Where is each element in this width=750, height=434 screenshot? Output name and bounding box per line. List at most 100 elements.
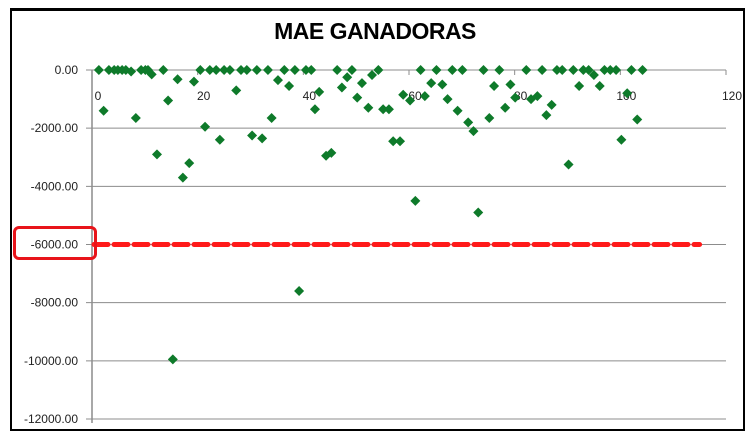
diamond-marker: [314, 86, 325, 97]
diamond-marker: [284, 80, 295, 91]
diamond-marker: [468, 126, 479, 137]
y-tick-label: 0.00: [55, 63, 79, 77]
diamond-marker: [266, 112, 277, 123]
diamond-marker: [235, 65, 246, 75]
diamond-marker: [551, 65, 562, 75]
diamond-marker: [336, 82, 347, 93]
diamond-marker: [405, 95, 416, 106]
y-tick-label: -12000.00: [24, 412, 78, 426]
diamond-marker: [494, 65, 505, 75]
diamond-marker: [546, 99, 557, 110]
diamond-marker: [457, 65, 468, 75]
diamond-marker: [146, 69, 157, 80]
diamond-marker: [383, 104, 394, 115]
diamond-marker: [294, 286, 305, 297]
gridlines: [86, 127, 726, 420]
diamond-marker: [326, 147, 337, 158]
diamond-marker: [415, 65, 426, 75]
diamond-marker: [599, 65, 610, 75]
diamond-marker: [578, 65, 589, 75]
diamond-marker: [489, 80, 500, 91]
diamond-marker: [130, 112, 141, 123]
diamond-marker: [93, 65, 104, 75]
diamond-marker: [167, 354, 178, 365]
diamond-marker: [373, 65, 384, 75]
diamond-marker: [184, 158, 195, 169]
diamond-marker: [195, 65, 206, 75]
diamond-marker: [622, 88, 633, 99]
chart-title: MAE GANADORAS: [274, 18, 476, 44]
x-tick-label: 120: [722, 89, 742, 103]
diamond-marker: [410, 195, 421, 206]
diamond-marker: [616, 134, 627, 145]
diamond-marker: [463, 117, 474, 128]
diamond-marker: [398, 89, 409, 100]
y-tick-label: -8000.00: [31, 296, 79, 310]
diamond-marker: [447, 65, 458, 75]
diamond-marker: [103, 65, 114, 75]
diamond-marker: [177, 172, 188, 183]
diamond-marker: [611, 65, 622, 75]
diamond-marker: [172, 74, 183, 85]
diamond-marker: [98, 105, 109, 116]
diamond-marker: [289, 65, 300, 75]
diamond-marker: [306, 65, 317, 75]
diamond-marker: [279, 65, 290, 75]
diamond-marker: [431, 65, 442, 75]
diamond-marker: [158, 65, 169, 75]
diamond-marker: [300, 65, 311, 75]
y-axis: 0.00 -2000.00 -4000.00 -6000.00 -8000.00 -100…: [24, 63, 93, 426]
y-tick-label: -6000.00: [31, 238, 79, 252]
diamond-marker: [272, 75, 283, 86]
diamond-marker: [163, 95, 174, 106]
diamond-marker: [342, 72, 353, 83]
diamond-marker: [356, 78, 367, 89]
diamond-marker: [505, 79, 516, 90]
diamond-marker: [120, 65, 131, 75]
data-points: [93, 65, 648, 365]
x-tick-label: 0: [95, 89, 102, 103]
diamond-marker: [473, 207, 484, 218]
diamond-marker: [442, 94, 453, 105]
diamond-marker: [532, 91, 543, 102]
diamond-marker: [557, 65, 568, 75]
x-axis: 020406080100120: [86, 69, 742, 103]
diamond-marker: [426, 78, 437, 89]
diamond-marker: [388, 136, 399, 147]
highlight-box: [13, 226, 97, 260]
diamond-marker: [219, 65, 230, 75]
diamond-marker: [231, 85, 242, 96]
diamond-marker: [632, 114, 643, 125]
y-tick-label: -10000.00: [24, 354, 78, 368]
diamond-marker: [594, 80, 605, 91]
diamond-marker: [521, 65, 532, 75]
diamond-marker: [484, 112, 495, 123]
diamond-marker: [257, 133, 268, 144]
diamond-marker: [214, 134, 225, 145]
diamond-marker: [478, 65, 489, 75]
diamond-marker: [568, 65, 579, 75]
chart-frame: [10, 8, 745, 431]
diamond-marker: [378, 104, 389, 115]
diamond-marker: [241, 65, 252, 75]
diamond-marker: [247, 130, 258, 141]
diamond-marker: [126, 66, 137, 77]
diamond-marker: [188, 76, 199, 87]
diamond-marker: [395, 136, 406, 147]
diamond-marker: [574, 80, 585, 91]
diamond-marker: [583, 65, 594, 75]
diamond-marker: [419, 91, 430, 102]
diamond-marker: [211, 65, 222, 75]
diamond-marker: [537, 65, 548, 75]
diamond-marker: [309, 104, 320, 115]
diamond-marker: [204, 65, 215, 75]
diamond-marker: [510, 92, 521, 103]
diamond-marker: [251, 65, 262, 75]
diamond-marker: [605, 65, 616, 75]
diamond-marker: [262, 65, 273, 75]
diamond-marker: [452, 105, 463, 116]
diamond-marker: [626, 65, 637, 75]
diamond-marker: [588, 69, 599, 80]
diamond-marker: [541, 110, 552, 121]
diamond-marker: [332, 65, 343, 75]
